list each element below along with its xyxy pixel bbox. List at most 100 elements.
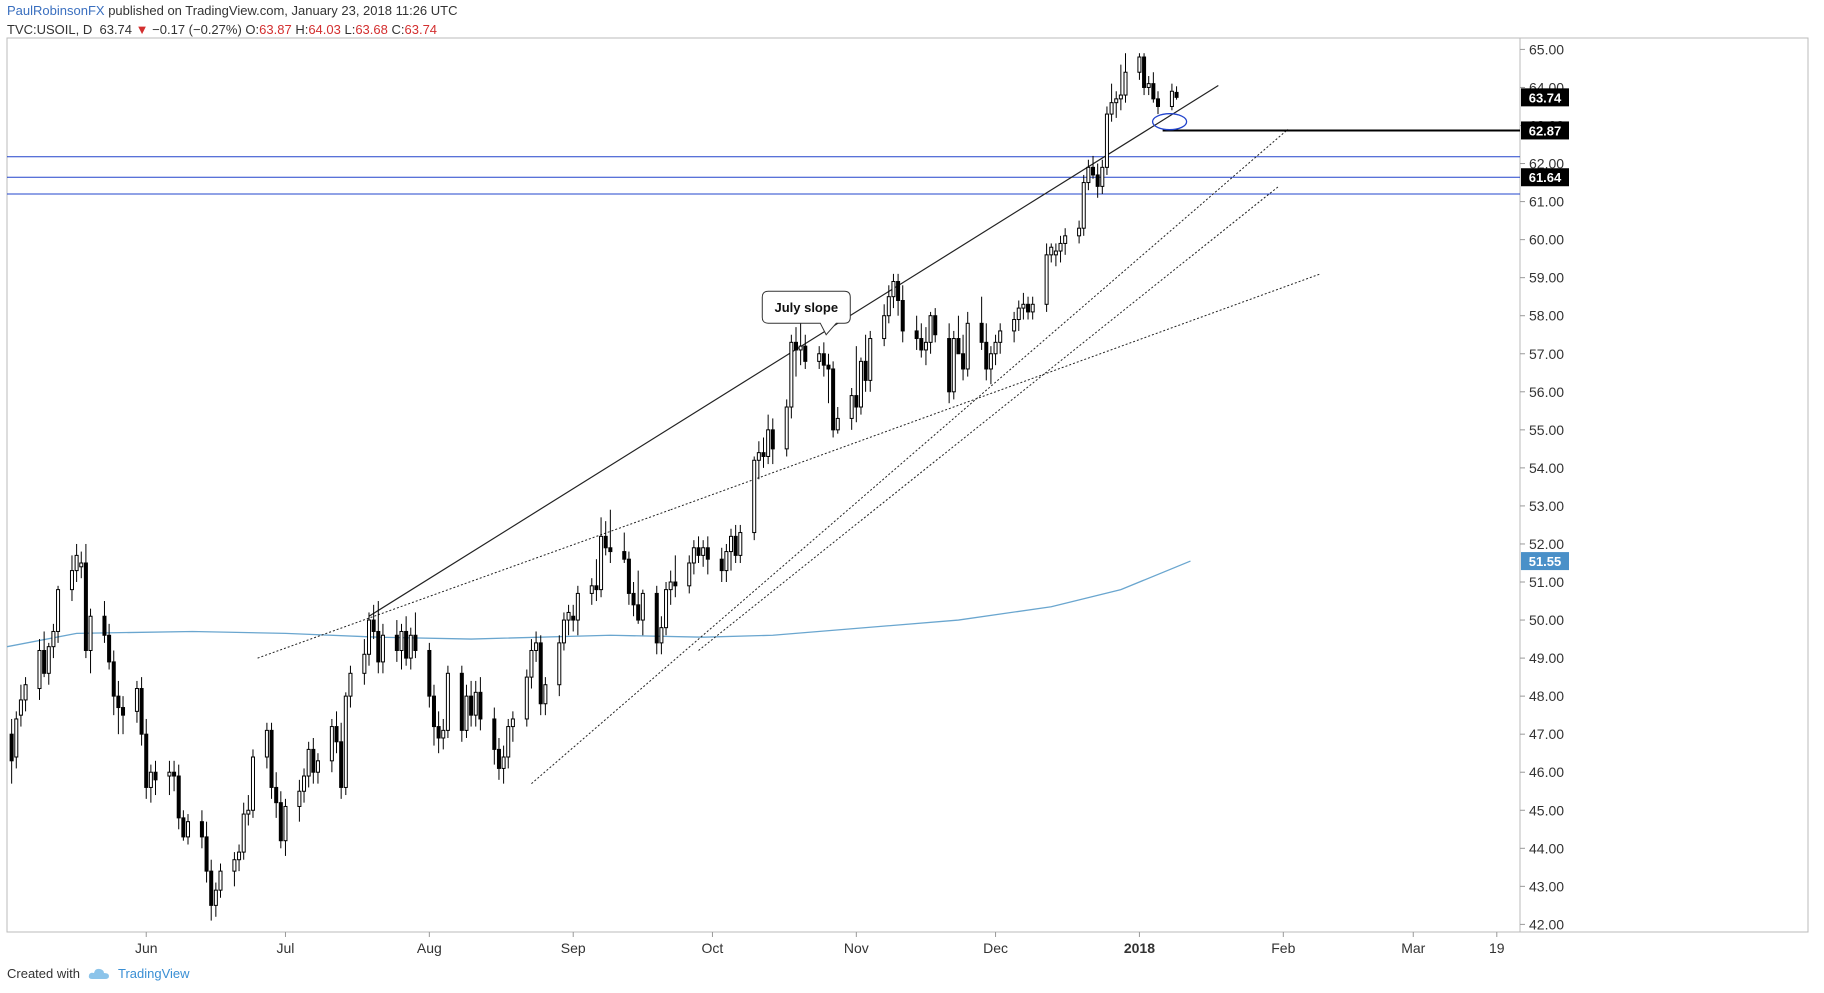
candle (42, 631, 47, 678)
candle (738, 524, 743, 563)
candle-body-down (654, 592, 659, 644)
candle-body-up (1016, 307, 1021, 321)
candle-body-up (23, 684, 28, 701)
candle-body-up (1081, 182, 1086, 229)
symbol-label: TVC:USOIL, D (7, 22, 93, 37)
candle-body-up (1086, 166, 1091, 184)
candle (79, 551, 84, 579)
candle (246, 795, 251, 826)
candle-body-up (599, 535, 604, 591)
candle-body-up (218, 870, 223, 891)
candle (218, 863, 223, 898)
candle (571, 604, 576, 632)
candle (900, 285, 905, 343)
candle (756, 441, 761, 480)
candle (1095, 163, 1100, 198)
candle-body-up (1123, 71, 1128, 96)
candle-body-down (176, 775, 181, 819)
candle-body-down (394, 634, 399, 651)
candle (529, 639, 534, 689)
candle (376, 601, 381, 674)
candle-body-up (1077, 227, 1082, 237)
candle-body-up (441, 729, 446, 739)
candle (274, 772, 279, 818)
candle-body-up (329, 726, 334, 762)
candle-body-up (302, 775, 307, 792)
candle-body-down (199, 821, 204, 838)
candle (1049, 243, 1054, 263)
candle (176, 764, 181, 830)
close-value: 63.74 (404, 22, 438, 37)
candle (436, 711, 441, 754)
candle-body-up (557, 642, 562, 686)
tradingview-cloud-icon[interactable] (88, 967, 110, 981)
candle-body-down (979, 322, 984, 343)
candle (566, 604, 571, 636)
candle (343, 692, 348, 796)
candle-body-up (891, 280, 896, 298)
candle (835, 407, 840, 434)
candle-body-down (793, 341, 798, 351)
candle (306, 741, 311, 788)
candle-body-up (510, 718, 515, 728)
candle-body-down (984, 341, 989, 370)
candle-body-up (868, 338, 873, 381)
candle (1118, 64, 1123, 111)
candle (729, 528, 734, 571)
y-tick-label: 46.00 (1529, 764, 1564, 780)
y-tick-label: 45.00 (1529, 802, 1564, 818)
candle-body-down (204, 836, 209, 872)
candle-body-up (858, 360, 863, 408)
candle-body-up (473, 691, 478, 716)
candle-body-down (733, 535, 738, 556)
candle-body-up (283, 805, 288, 842)
candle (250, 749, 255, 818)
x-tick-label: Aug (417, 940, 442, 956)
trendline-solid (368, 85, 1219, 617)
candle-body-up (348, 672, 353, 697)
candle-body-down (269, 729, 274, 788)
candle-body-up (250, 756, 255, 811)
x-tick-label: Dec (983, 940, 1008, 956)
candle-body-down (719, 558, 724, 572)
tradingview-brand-link[interactable]: TradingView (117, 966, 190, 981)
candle-body-down (436, 726, 441, 739)
author-link[interactable]: PaulRobinsonFX (7, 3, 105, 18)
candle-body-up (701, 547, 706, 556)
candle-body-down (603, 535, 608, 549)
candle (886, 285, 891, 324)
candle-body-up (589, 585, 594, 594)
highlight-ellipse (1151, 113, 1188, 131)
candle (116, 680, 121, 735)
candle-body-up (79, 562, 84, 568)
candle (766, 414, 771, 465)
candle-body-down (919, 338, 924, 351)
candle-body-up (501, 756, 506, 769)
candle (311, 737, 316, 784)
candle-body-down (209, 870, 214, 906)
candle-body-down (1155, 98, 1161, 107)
candle (297, 779, 302, 822)
candle-body-up (752, 459, 757, 534)
candle-body-up (789, 341, 794, 408)
candles (9, 53, 1179, 921)
candle (1021, 292, 1026, 320)
candle-body-up (1114, 98, 1119, 104)
candle-body-up (445, 672, 450, 731)
candle (473, 680, 478, 727)
x-tick-label: Nov (844, 940, 869, 956)
candle-body-up (756, 452, 761, 461)
candle (1026, 296, 1031, 320)
footer: Created with TradingView (7, 966, 190, 981)
candle-body-up (566, 611, 571, 621)
candle (1081, 174, 1086, 236)
candle-body-down (571, 615, 576, 621)
candle (659, 616, 664, 655)
candle-body-up (366, 619, 372, 655)
candle-body-up (1137, 56, 1142, 73)
candle-body-down (770, 429, 775, 450)
candle (770, 418, 775, 465)
candle (506, 718, 511, 769)
plot-frame (6, 37, 1809, 933)
